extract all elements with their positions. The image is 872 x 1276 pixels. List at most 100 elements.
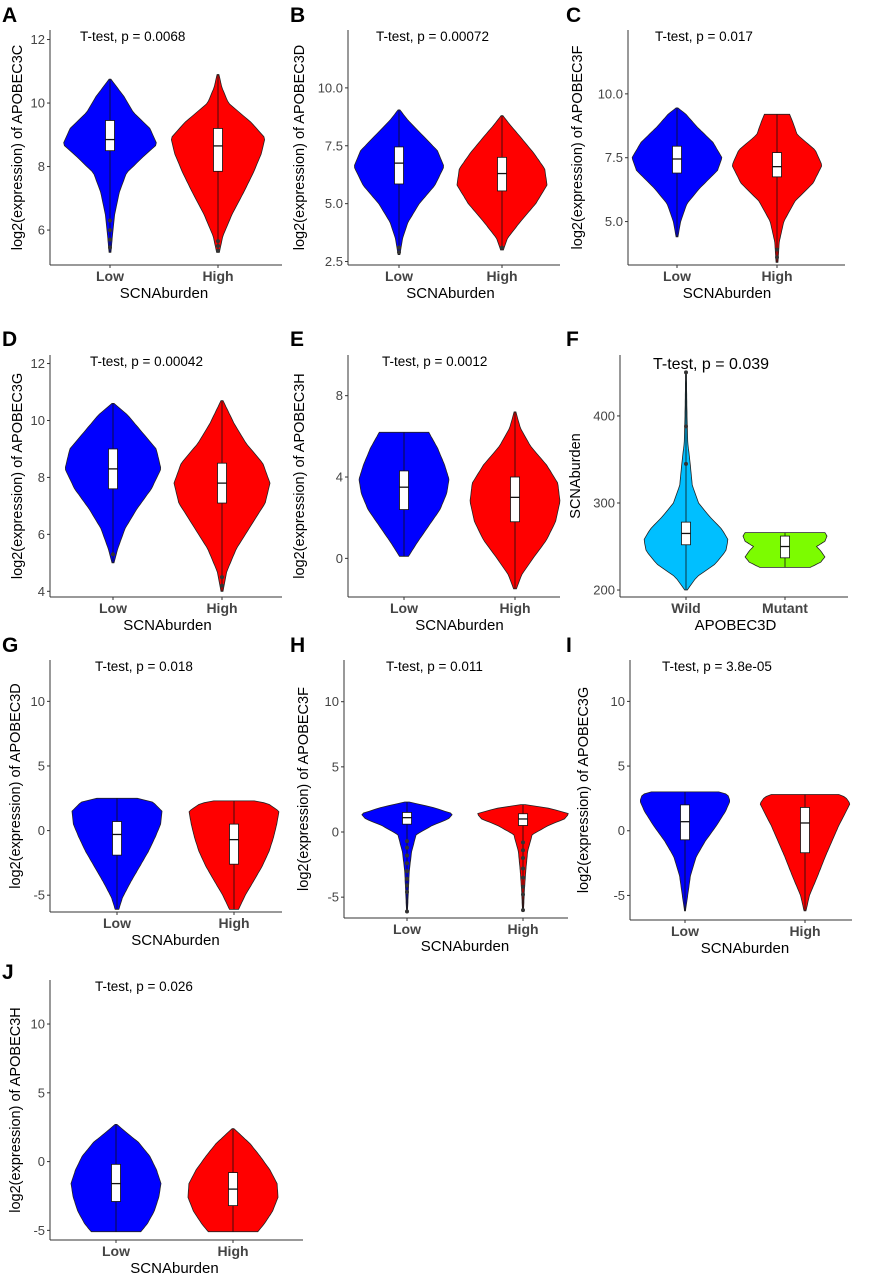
outlier-point bbox=[405, 883, 409, 888]
x-tick-label: Low bbox=[99, 600, 127, 616]
y-tick-label: 5.0 bbox=[325, 196, 343, 211]
panel-f: F T-test, p = 0.039 Wild Mutant 200 300 400 APO… bbox=[566, 328, 848, 634]
y-axis-title: log2(expression) of APOBEC3D bbox=[8, 683, 24, 889]
panel-e: E T-test, p = 0.0012 Low High 0 4 8 SCNAburden l… bbox=[290, 328, 561, 634]
y-tick-label: 10 bbox=[31, 1017, 45, 1032]
ttest-label: T-test, p = 0.026 bbox=[95, 979, 193, 994]
y-tick-label: 0 bbox=[336, 551, 343, 566]
outlier-point bbox=[521, 848, 525, 853]
box-high bbox=[518, 813, 528, 826]
y-tick-label: 8 bbox=[38, 159, 45, 174]
y-tick-label: 0 bbox=[332, 825, 339, 840]
box-high bbox=[229, 823, 239, 865]
y-axis-title: log2(expression) of APOBEC3F bbox=[296, 687, 312, 891]
panel-letter: D bbox=[2, 328, 17, 351]
x-tick-label: High bbox=[507, 921, 538, 937]
ttest-label: T-test, p = 0.011 bbox=[386, 659, 483, 674]
y-axis-title: log2(expression) of APOBEC3H bbox=[292, 373, 308, 579]
outlier-point bbox=[216, 243, 220, 248]
panel-h: H T-test, p = 0.011 Low High -5 0 5 10 SCNAburde… bbox=[290, 634, 569, 955]
x-tick-label: Low bbox=[393, 921, 421, 937]
x-axis-title: SCNAburden bbox=[683, 285, 771, 302]
ttest-label: T-test, p = 0.0068 bbox=[80, 29, 185, 44]
panel-letter: B bbox=[290, 4, 305, 27]
x-axis-title: SCNAburden bbox=[123, 617, 211, 634]
y-tick-label: -5 bbox=[613, 888, 625, 903]
y-tick-label: 200 bbox=[593, 583, 615, 598]
x-tick-label: High bbox=[789, 923, 820, 939]
x-tick-label: Low bbox=[96, 268, 124, 284]
y-axis-title: log2(expression) of APOBEC3H bbox=[8, 1007, 24, 1213]
x-axis-title: SCNAburden bbox=[130, 1260, 218, 1276]
x-tick-label: High bbox=[218, 915, 249, 931]
outlier-point bbox=[405, 853, 409, 858]
x-axis-title: SCNAburden bbox=[701, 940, 789, 957]
outlier-point bbox=[405, 861, 409, 866]
box-high bbox=[510, 476, 520, 523]
box-low bbox=[399, 470, 409, 510]
y-tick-label: 7.5 bbox=[605, 150, 623, 165]
outlier-point bbox=[405, 845, 409, 850]
x-tick-label: High bbox=[761, 268, 792, 284]
outlier-point bbox=[405, 869, 409, 874]
panel-g: G T-test, p = 0.018 Low High -5 0 5 10 SCNAburde… bbox=[2, 634, 282, 949]
y-tick-label: 0 bbox=[618, 823, 625, 838]
outlier-point bbox=[397, 245, 401, 250]
outlier-point bbox=[775, 247, 779, 252]
y-tick-label: 5 bbox=[38, 758, 45, 773]
outlier-point bbox=[405, 889, 409, 894]
y-axis-title: log2(expression) of APOBEC3G bbox=[576, 687, 592, 893]
y-tick-label: 300 bbox=[593, 495, 615, 510]
y-tick-label: 5 bbox=[618, 759, 625, 774]
outlier-point bbox=[108, 245, 112, 250]
y-tick-label: 7.5 bbox=[325, 138, 343, 153]
panel-letter: H bbox=[290, 634, 305, 657]
panel-letter: J bbox=[2, 961, 14, 984]
y-tick-label: 10 bbox=[611, 694, 625, 709]
outlier-point bbox=[684, 424, 688, 429]
y-tick-label: 12 bbox=[31, 32, 45, 47]
outlier-point bbox=[500, 245, 504, 250]
ttest-label: T-test, p = 0.0012 bbox=[382, 354, 487, 369]
box-low bbox=[105, 120, 115, 152]
y-tick-label: 12 bbox=[31, 356, 45, 371]
y-tick-label: 4 bbox=[336, 470, 343, 485]
panel-letter: A bbox=[2, 4, 17, 27]
y-axis-title: log2(expression) of APOBEC3G bbox=[10, 373, 26, 579]
y-tick-label: -5 bbox=[327, 890, 339, 905]
y-tick-label: 10 bbox=[31, 413, 45, 428]
outlier-point bbox=[405, 876, 409, 881]
x-tick-label: Low bbox=[390, 600, 418, 616]
outlier-point bbox=[108, 228, 112, 233]
x-axis-title: SCNAburden bbox=[406, 285, 494, 302]
x-axis-title: SCNAburden bbox=[131, 932, 219, 949]
outlier-point bbox=[111, 552, 115, 557]
x-tick-label: Low bbox=[671, 923, 699, 939]
panel-c: C T-test, p = 0.017 Low High 5.0 7.5 10.0 SCNAb… bbox=[566, 4, 845, 302]
panel-letter: C bbox=[566, 4, 581, 27]
x-tick-label: Low bbox=[385, 268, 413, 284]
panel-b: B T-test, p = 0.00072 Low High 2.5 5.0 7.5 10.0… bbox=[290, 4, 560, 302]
x-tick-label: Wild bbox=[671, 600, 700, 616]
x-tick-label: High bbox=[206, 600, 237, 616]
y-tick-label: 2.5 bbox=[325, 254, 343, 269]
outlier-point bbox=[216, 239, 220, 244]
y-tick-label: 6 bbox=[38, 527, 45, 542]
outlier-point bbox=[521, 892, 525, 897]
y-tick-label: 10 bbox=[325, 694, 339, 709]
x-axis-title: APOBEC3D bbox=[695, 617, 777, 634]
x-tick-label: Mutant bbox=[762, 600, 808, 616]
outlier-point bbox=[108, 218, 112, 223]
ttest-label: T-test, p = 0.039 bbox=[653, 356, 769, 373]
y-tick-label: 5 bbox=[38, 1085, 45, 1100]
x-axis-title: SCNAburden bbox=[120, 285, 208, 302]
y-axis-title: SCNAburden bbox=[568, 433, 584, 518]
x-tick-label: Low bbox=[102, 1243, 130, 1259]
outlier-point bbox=[684, 370, 688, 375]
x-tick-label: Low bbox=[103, 915, 131, 931]
y-tick-label: 6 bbox=[38, 223, 45, 238]
x-tick-label: High bbox=[486, 268, 517, 284]
y-tick-label: 8 bbox=[38, 470, 45, 485]
panel-letter: F bbox=[566, 328, 579, 351]
